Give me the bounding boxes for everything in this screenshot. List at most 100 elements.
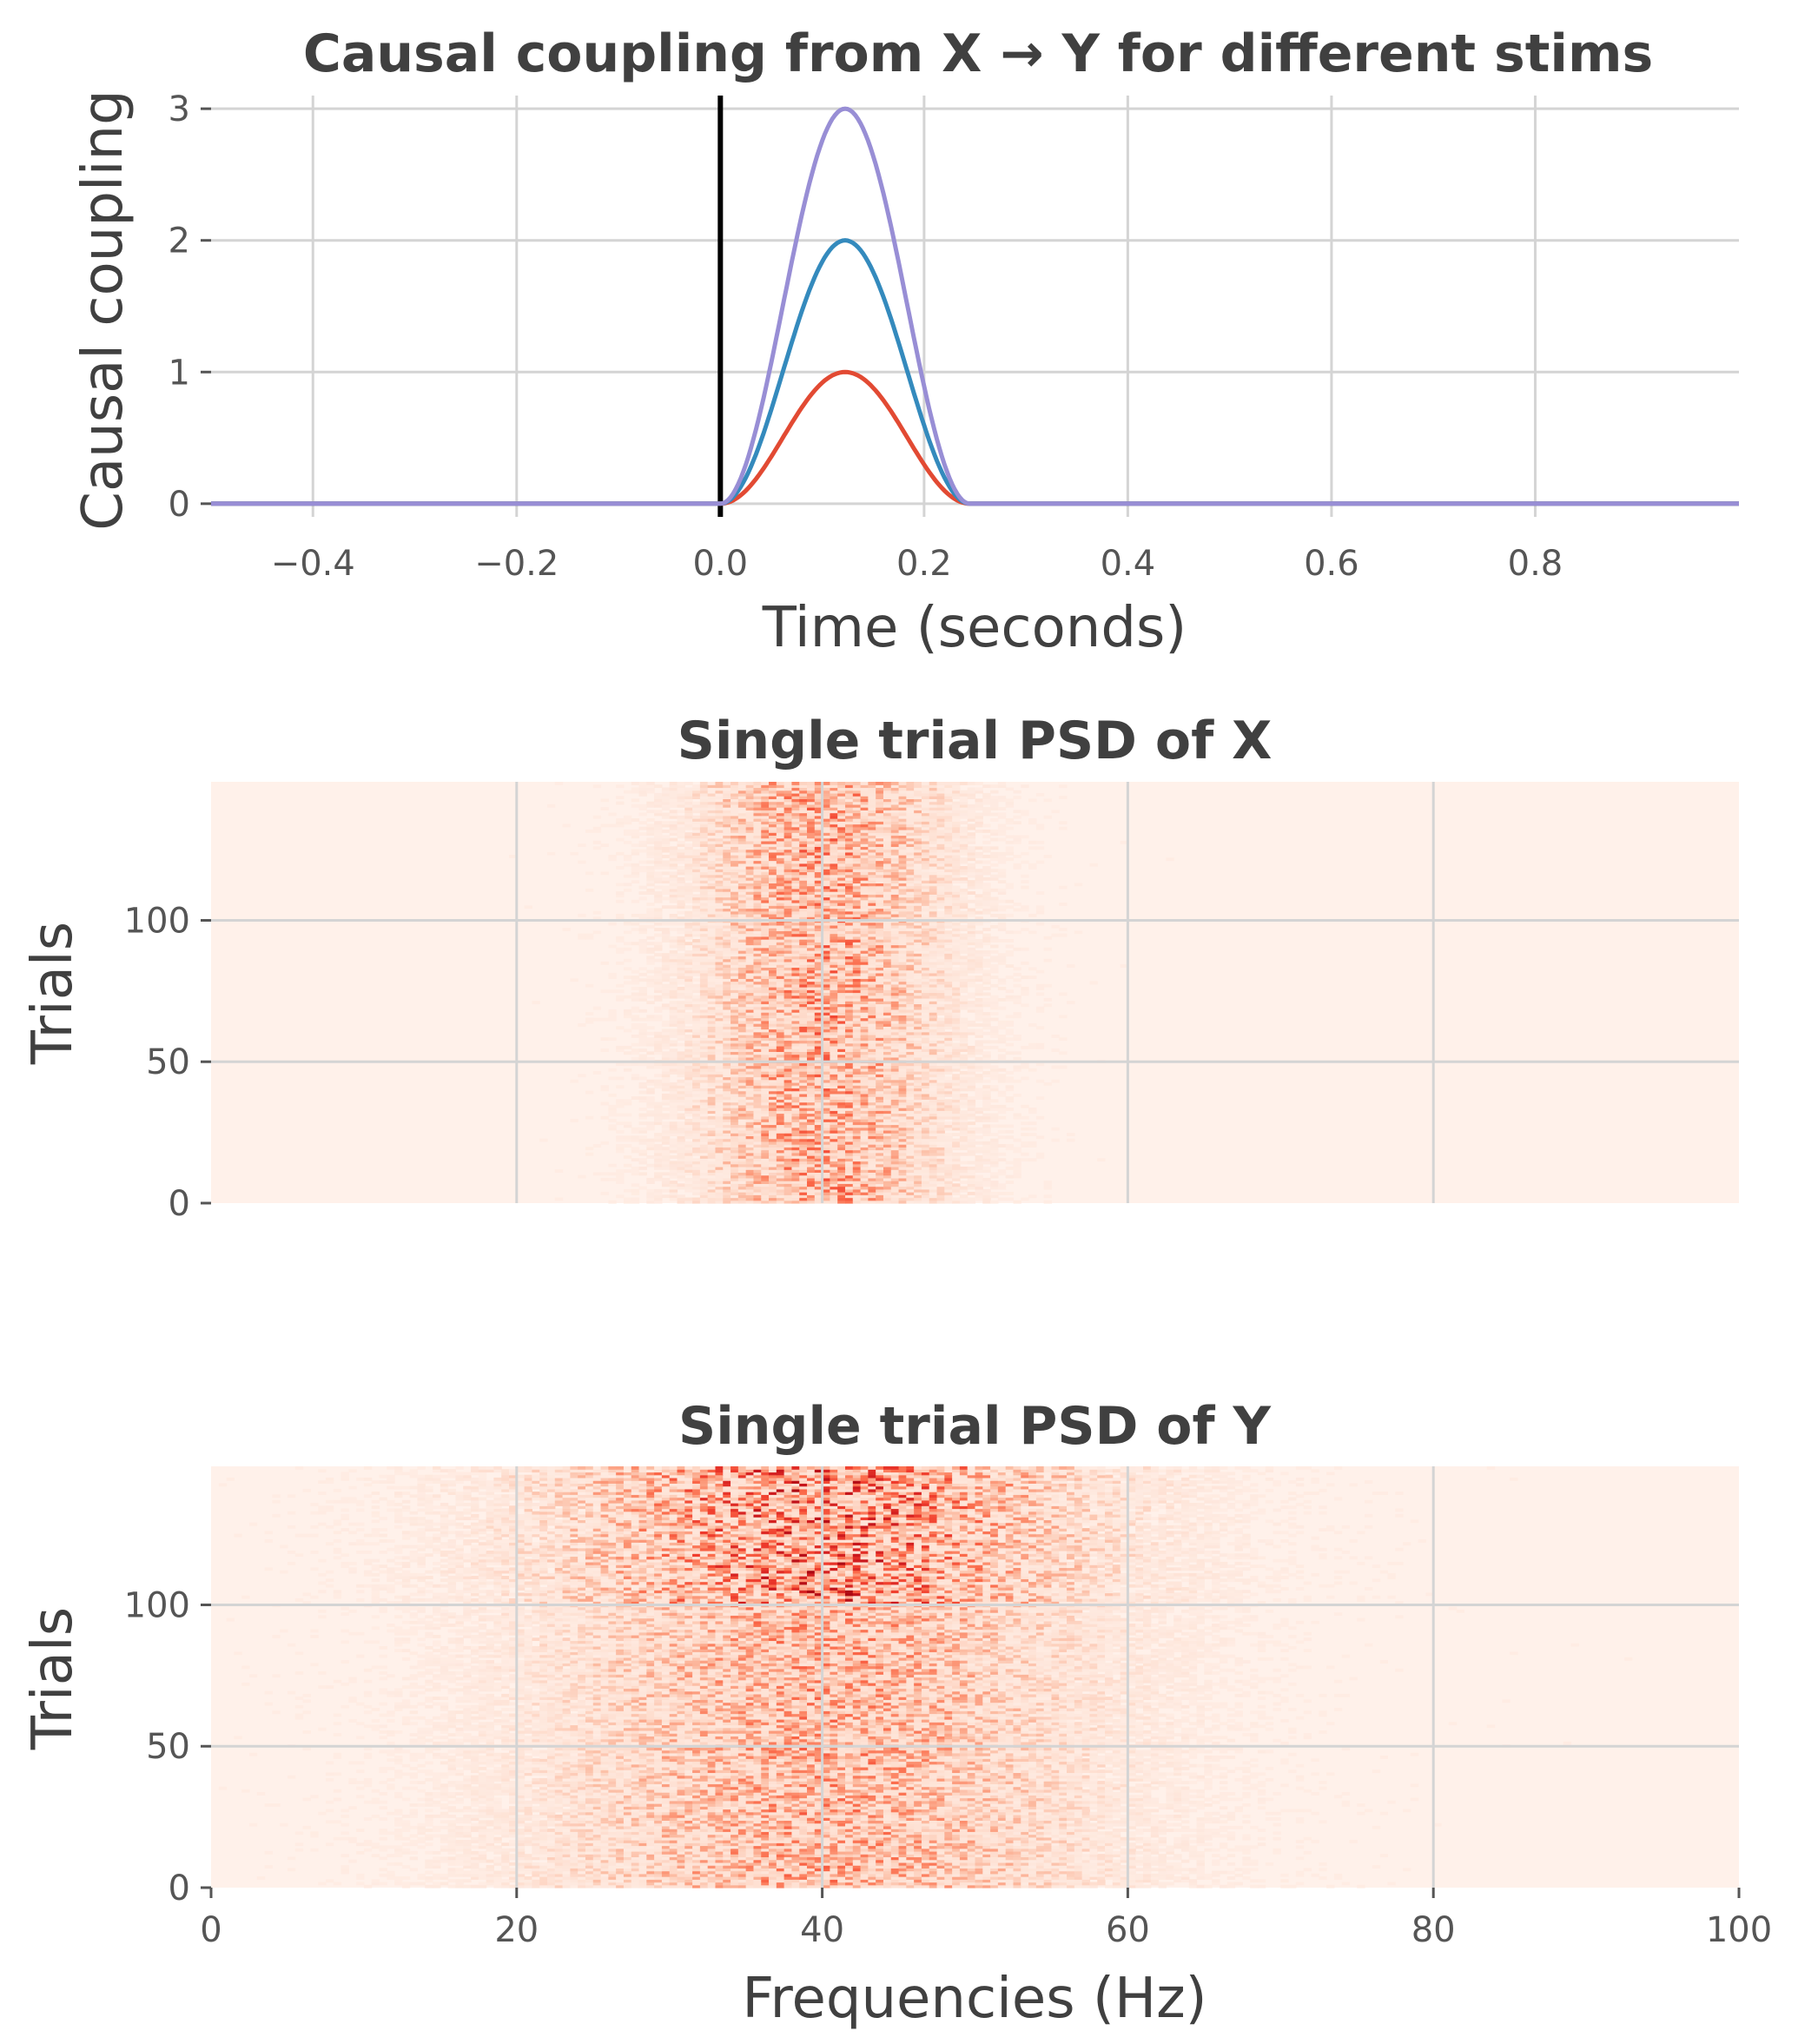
heatmap-cell [600,961,609,965]
heatmap-cell [616,1147,625,1151]
heatmap-cell [890,1163,900,1168]
heatmap-cell [982,1124,991,1128]
heatmap-cell [876,1147,884,1151]
heatmap-cell [929,1186,938,1190]
heatmap-cell [761,1197,770,1201]
heatmap-cell [600,1085,609,1089]
heatmap-cell [769,1152,777,1156]
heatmap-cell [982,1071,991,1075]
heatmap-cell [731,1152,739,1156]
heatmap-cell [936,1115,945,1120]
heatmap-cell [783,1177,793,1181]
heatmap-cell [860,1188,869,1193]
heatmap-cell [936,1124,945,1128]
heatmap-cell [952,1188,961,1193]
heatmap-cell [684,1152,693,1156]
heatmap-cell [776,1141,785,1145]
heatmap-cell [837,1188,846,1193]
heatmap-cell [944,1149,953,1154]
heatmap-cell [776,1161,785,1165]
heatmap-cell [783,1144,793,1148]
heatmap-cell [791,1177,800,1181]
heatmap-cell [638,1149,647,1154]
heatmap-cell [952,1152,961,1156]
heatmap-cell [723,1152,731,1156]
heatmap-cell [967,1192,976,1195]
heatmap-cell [822,1192,830,1195]
heatmap-cell [890,1155,900,1159]
heatmap-cell [959,1174,968,1179]
heatmap-cell [1051,1035,1060,1038]
heatmap-cell [654,1147,663,1151]
heatmap-cell [684,1133,693,1136]
heatmap-cell [562,928,571,931]
heatmap-cell [883,1129,892,1134]
heatmap-cell [890,1177,900,1181]
heatmap-cell [723,1183,731,1187]
heatmap-cell [731,1147,739,1151]
heatmap-cell [890,1121,900,1126]
heatmap-cell [769,1192,777,1195]
heatmap-cell [723,1174,731,1179]
heatmap-cell [631,987,640,990]
heatmap-cell [715,1155,724,1159]
heatmap-cell [1005,1144,1015,1148]
heatmap-cell [791,1169,800,1174]
heatmap-cell [883,1121,892,1126]
heatmap-cell [837,1115,846,1120]
heatmap-cell [753,1192,762,1195]
heatmap-cell [592,910,602,915]
heatmap-cell [921,1197,930,1201]
heatmap-cell [799,1141,808,1145]
heatmap-cell [753,1138,762,1142]
heatmap-cell [860,1135,869,1140]
heatmap-cell [585,1152,594,1156]
heatmap-cell [1013,1200,1021,1204]
heatmap-cell [646,1026,655,1030]
heatmap-cell [906,1183,915,1187]
heatmap-cell [898,1149,907,1154]
heatmap-cell [860,1144,869,1148]
heatmap-cell [616,961,625,965]
heatmap-cell [616,913,625,917]
heatmap-cell [844,1141,854,1145]
heatmap-cell [1051,1079,1060,1083]
heatmap-cell [890,1194,900,1199]
heatmap-cell [844,1172,854,1176]
heatmap-cell [769,1188,777,1193]
heatmap-cell [661,953,671,957]
heatmap-cell [631,1056,640,1061]
heatmap-cell [791,1133,800,1136]
heatmap-cell [524,905,532,910]
heatmap-cell [860,1172,869,1176]
heatmap-cell [761,1166,770,1170]
heatmap-cell [890,1172,900,1176]
heatmap-cell [852,1144,862,1148]
heatmap-cell [699,1194,709,1199]
heatmap-cell [638,1121,647,1126]
heatmap-cell [936,1169,945,1174]
heatmap-cell [731,1119,739,1122]
heatmap-cell [822,1188,830,1193]
heatmap-cell [952,1183,961,1187]
heatmap-cell [906,1200,915,1204]
heatmap-cell [852,1129,862,1134]
heatmap-cell [654,1079,663,1083]
heatmap-cell [830,1183,838,1187]
heatmap-cell [769,1135,777,1140]
heatmap-cell [745,1144,755,1148]
heatmap-cell [638,939,647,943]
heatmap-cell [890,1192,900,1195]
heatmap-cell [822,1133,830,1136]
heatmap-cell [608,922,617,926]
heatmap-cell [944,1194,953,1199]
heatmap-cell [692,1166,701,1170]
heatmap-cell [1043,958,1053,962]
heatmap-cell [745,1149,755,1154]
heatmap-cell [646,1062,655,1067]
heatmap-cell [982,1129,991,1134]
heatmap-cell [959,956,968,960]
heatmap-cell [852,1197,862,1201]
heatmap-cell [1028,1158,1037,1162]
heatmap-cell [769,1172,777,1176]
